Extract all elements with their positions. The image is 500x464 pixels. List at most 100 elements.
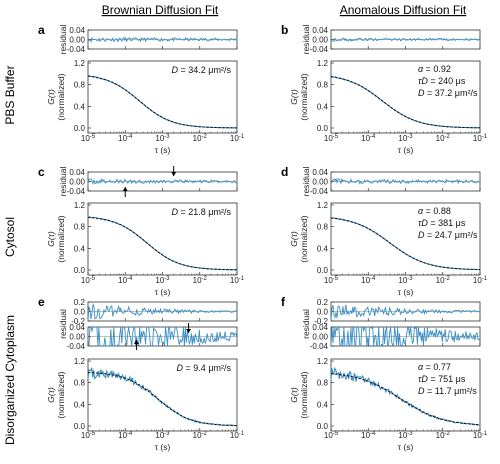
x-tick-label: 10-4 [361, 431, 376, 440]
diffusion-coefficient-label: D = 9.4 μm²/s [177, 363, 232, 373]
column-title-brownian: Brownian Diffusion Fit [102, 3, 219, 17]
x-tick-label: 10-2 [436, 431, 451, 440]
panel-f: f 0.20.0-0.20.040.00-0.04residual0.00.40.… [281, 295, 488, 452]
residual-panel-ytick-label: -0.04 [310, 342, 329, 351]
residual-panel-ytick-label: -0.04 [67, 45, 86, 54]
fit-curve [330, 76, 480, 129]
main-ylabel: G(τ) [46, 89, 56, 105]
main-ylabel: G(τ) [46, 231, 56, 247]
x-tick-label: 10-1 [230, 431, 245, 440]
residual-panel-ytick-label: 0.04 [69, 26, 85, 35]
residual-ylabel: residual [58, 25, 68, 55]
residual-panel-ytick-label: -0.04 [67, 187, 86, 196]
x-tick-label: 10-3 [155, 276, 170, 285]
x-tick-label: 10-5 [81, 276, 96, 285]
x-axis-label: τ (s) [398, 287, 414, 297]
main-ytick-label: 1.2 [74, 201, 86, 210]
main-ylabel: G(τ) [289, 89, 299, 105]
panel-e: e 0.20.0-0.20.040.00-0.04residual0.00.40.… [38, 295, 245, 452]
x-tick-label: 10-5 [81, 431, 96, 440]
main-ytick-label: 1.2 [74, 357, 86, 366]
diffusion-coefficient-label: D = 21.8 μm²/s [172, 207, 232, 217]
residual-top-panel-ytick-label: -0.2 [314, 317, 328, 326]
x-tick-label: 10-2 [193, 431, 208, 440]
residual-panel-ytick-label: 0.00 [312, 36, 328, 45]
residual-panel-ytick-label: 0.04 [312, 168, 328, 177]
fit-parameter-label: τD = 381 μs [418, 218, 466, 228]
fit-curve [87, 216, 237, 271]
main-ylabel: G(τ) [289, 387, 299, 403]
main-ytick-label: 1.2 [317, 59, 329, 68]
residual-panel-trace [330, 325, 481, 348]
arrow-up-head [133, 340, 139, 344]
arrow-down-head [186, 329, 192, 333]
residual-panel-ytick-label: -0.04 [310, 187, 329, 196]
x-tick-label: 10-3 [398, 276, 413, 285]
residual-panel-ytick-label: -0.04 [67, 342, 86, 351]
residual-ylabel: residual [301, 167, 311, 197]
fit-parameter-label: τD = 751 μs [418, 374, 466, 384]
fit-parameter-label: α = 0.77 [418, 362, 451, 372]
x-tick-label: 10-4 [118, 276, 133, 285]
x-tick-label: 10-4 [361, 276, 376, 285]
x-tick-label: 10-4 [118, 134, 133, 143]
residual-panel-ytick-label: 0.00 [69, 36, 85, 45]
main-ytick-label: 0.0 [317, 422, 329, 431]
row-label-pbs: PBS Buffer [3, 65, 17, 124]
fit-curve [87, 372, 237, 427]
main-ytick-label: 1.2 [317, 357, 329, 366]
x-tick-label: 10-3 [155, 431, 170, 440]
panel-letter: e [38, 295, 45, 309]
residual-panel-trace [87, 36, 238, 43]
x-tick-label: 10-2 [436, 276, 451, 285]
main-ytick-label: 0.8 [74, 81, 86, 90]
residual-panel-ytick-label: -0.04 [310, 45, 329, 54]
main-ylabel-sub: (normalized) [299, 371, 309, 418]
x-axis-label: τ (s) [155, 442, 171, 452]
main-ytick-label: 0.4 [74, 400, 86, 409]
residual-top-panel-ytick-label: -0.2 [71, 317, 85, 326]
x-tick-label: 10-1 [473, 431, 488, 440]
x-tick-label: 10-5 [324, 134, 339, 143]
data-curve [87, 75, 238, 129]
x-tick-label: 10-5 [81, 134, 96, 143]
arrow-up-head [122, 187, 128, 191]
residual-panel-ytick-label: 0.00 [69, 333, 85, 342]
arrow-down-head [171, 172, 177, 176]
x-axis-label: τ (s) [155, 287, 171, 297]
x-tick-label: 10-1 [473, 134, 488, 143]
x-tick-label: 10-1 [473, 276, 488, 285]
main-ylabel-sub: (normalized) [299, 73, 309, 120]
fit-curve [330, 217, 480, 271]
main-ylabel: G(τ) [289, 231, 299, 247]
x-axis-label: τ (s) [398, 442, 414, 452]
residual-panel-ytick-label: 0.04 [312, 26, 328, 35]
residual-panel-trace [88, 326, 238, 347]
x-tick-label: 10-4 [361, 134, 376, 143]
row-label-cytosol: Cytosol [3, 217, 17, 257]
main-ytick-label: 0.8 [317, 223, 329, 232]
fit-parameter-label: D = 37.2 μm²/s [418, 88, 478, 98]
fit-parameter-label: α = 0.92 [418, 64, 451, 74]
residual-top-panel-ytick-label: 0.2 [317, 298, 329, 307]
x-tick-label: 10-1 [230, 276, 245, 285]
x-tick-label: 10-4 [118, 431, 133, 440]
residual-panel-trace [87, 178, 238, 186]
main-ylabel-sub: (normalized) [56, 73, 66, 120]
main-ytick-label: 0.4 [317, 102, 329, 111]
x-tick-label: 10-3 [398, 134, 413, 143]
main-ytick-label: 0.4 [317, 244, 329, 253]
main-ytick-label: 0.8 [317, 81, 329, 90]
residual-top-panel-trace [330, 304, 481, 321]
residual-top-panel-ytick-label: 0.2 [74, 298, 86, 307]
x-tick-label: 10-3 [398, 431, 413, 440]
residual-panel-trace [330, 37, 481, 43]
x-axis-label: τ (s) [155, 145, 171, 155]
residual-panel-ytick-label: 0.04 [69, 168, 85, 177]
main-ylabel-sub: (normalized) [299, 215, 309, 262]
x-tick-label: 10-2 [193, 276, 208, 285]
